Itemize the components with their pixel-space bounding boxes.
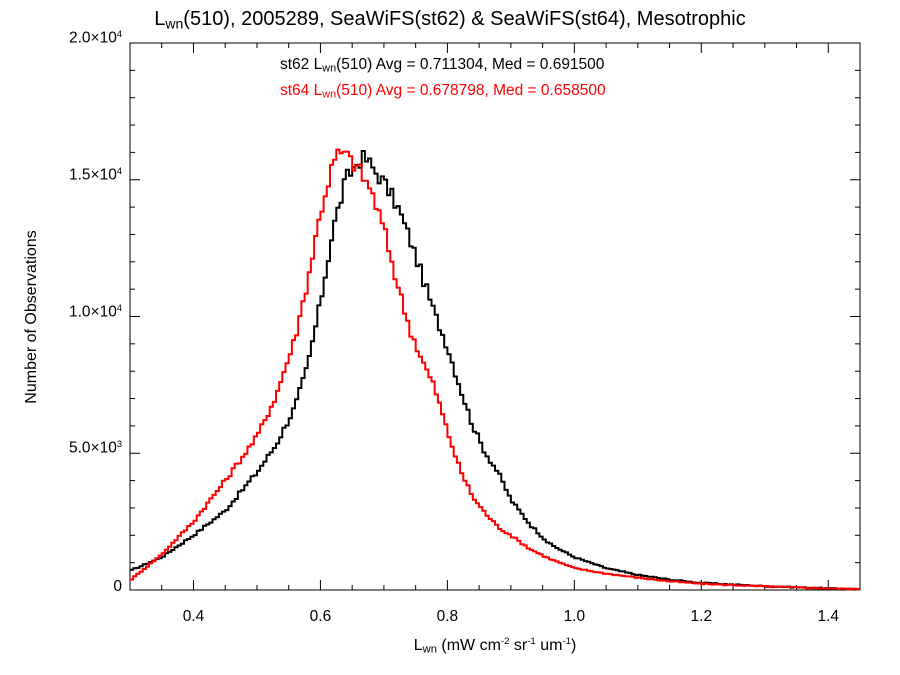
chart-title: Lwn(510), 2005289, SeaWiFS(st62) & SeaWi… <box>154 8 746 32</box>
y-tick-mantissa: 0 <box>113 578 122 595</box>
y-tick-mantissa: 1.0×10 <box>68 303 117 321</box>
series-line-st64 <box>130 148 860 591</box>
stat-line-st62: st62 Lwn(510) Avg = 0.711304, Med = 0.69… <box>280 56 605 75</box>
y-tick-label: 5.0×103 <box>12 439 122 458</box>
x-tick-label: 0.8 <box>436 608 459 625</box>
x-tick-label: 1.4 <box>817 608 840 625</box>
y-tick-exponent: 4 <box>116 165 122 176</box>
x-tick-label: 1.0 <box>563 608 586 625</box>
plot-frame <box>129 42 861 591</box>
x-tick-label: 0.4 <box>182 608 205 625</box>
y-tick-exponent: 3 <box>116 439 122 450</box>
y-tick-label: 1.0×104 <box>12 303 122 322</box>
y-tick-mantissa: 1.5×10 <box>68 166 117 184</box>
y-tick-mantissa: 2.0×10 <box>68 29 117 47</box>
x-tick-label: 0.6 <box>309 608 332 625</box>
x-axis-label: Lwn (mW cm-2 sr-1 um-1) <box>413 636 577 656</box>
axis-ticks <box>130 43 860 590</box>
y-tick-exponent: 4 <box>116 302 122 313</box>
y-tick-label: 0 <box>12 578 122 596</box>
y-tick-mantissa: 5.0×10 <box>68 439 117 457</box>
stat-line-st64: st64 Lwn(510) Avg = 0.678798, Med = 0.65… <box>280 82 606 101</box>
y-tick-label: 2.0×104 <box>12 29 122 48</box>
series-layer <box>130 148 860 591</box>
x-tick-label: 1.2 <box>690 608 713 625</box>
y-tick-label: 1.5×104 <box>12 166 122 185</box>
y-tick-exponent: 4 <box>116 29 122 39</box>
